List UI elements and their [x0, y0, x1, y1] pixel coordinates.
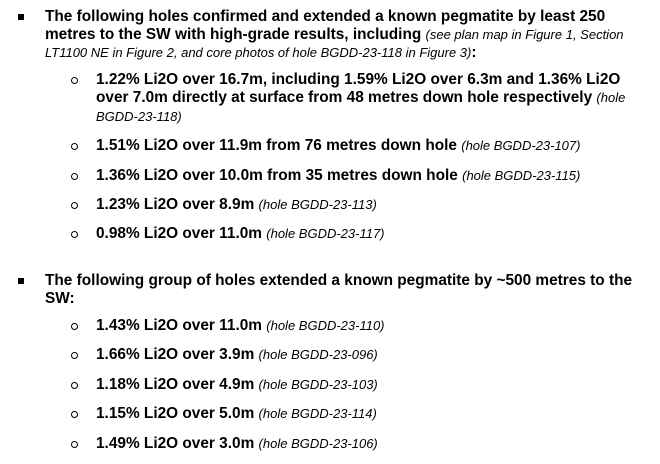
assay-result: 1.66% Li2O over 3.9m [96, 346, 255, 364]
hole-id: (hole BGDD-23-113) [258, 197, 377, 213]
result-list: 1.43% Li2O over 11.0m (hole BGDD-23-110)… [0, 317, 660, 453]
hole-id: (hole BGDD-23-107) [461, 138, 581, 154]
assay-result: 1.51% Li2O over 11.9m from 76 metres dow… [96, 137, 457, 155]
bullet-heading: The following holes confirmed and extend… [45, 8, 646, 62]
assay-result: 0.98% Li2O over 11.0m [96, 225, 262, 243]
bullet-colon: : [471, 44, 477, 61]
circle-bullet-icon [71, 323, 78, 330]
list-item: 1.36% Li2O over 10.0m from 35 metres dow… [0, 167, 660, 185]
square-bullet-icon [18, 14, 24, 20]
hole-id: (hole BGDD-23-118) [96, 90, 626, 124]
drill-results-section-sw-500m: The following group of holes extended a … [0, 272, 660, 464]
list-item: 1.18% Li2O over 4.9m (hole BGDD-23-103) [0, 376, 660, 394]
bullet-point: The following holes confirmed and extend… [0, 8, 660, 62]
hole-id: (hole BGDD-23-103) [258, 376, 378, 392]
square-bullet-icon [18, 278, 24, 284]
hole-id: (hole BGDD-23-096) [258, 347, 378, 363]
list-item: 1.49% Li2O over 3.0m (hole BGDD-23-106) [0, 435, 660, 453]
list-item: 1.43% Li2O over 11.0m (hole BGDD-23-110) [0, 317, 660, 335]
hole-id: (hole BGDD-23-115) [462, 167, 581, 183]
assay-result: 1.36% Li2O over 10.0m from 35 metres dow… [96, 166, 458, 184]
bullet-lead-text: The following holes confirmed and extend… [45, 8, 606, 43]
circle-bullet-icon [71, 143, 78, 151]
circle-bullet-icon [71, 202, 78, 210]
list-item: 1.23% Li2O over 8.9m (hole BGDD-23-113) [0, 196, 660, 214]
hole-id: (hole BGDD-23-117) [266, 226, 385, 242]
assay-result: 1.49% Li2O over 3.0m [96, 434, 255, 452]
list-item: 1.66% Li2O over 3.9m (hole BGDD-23-096) [0, 346, 660, 364]
assay-result: 1.43% Li2O over 11.0m [96, 317, 262, 334]
hole-id: (hole BGDD-23-106) [258, 435, 378, 451]
assay-result: 1.15% Li2O over 5.0m [96, 405, 255, 423]
assay-result: 1.22% Li2O over 16.7m, including 1.59% L… [96, 71, 621, 107]
circle-bullet-icon [71, 352, 78, 360]
list-item: 1.22% Li2O over 16.7m, including 1.59% L… [0, 71, 660, 126]
circle-bullet-icon [71, 172, 78, 180]
hole-id: (hole BGDD-23-110) [266, 318, 385, 333]
list-item: 0.98% Li2O over 11.0m (hole BGDD-23-117) [0, 225, 660, 243]
figure-reference-note: (see plan map in Figure 1, Section LT110… [45, 27, 624, 60]
circle-bullet-icon [71, 440, 78, 448]
bullet-heading: The following group of holes extended a … [45, 272, 633, 307]
circle-bullet-icon [71, 381, 78, 389]
list-item: 1.15% Li2O over 5.0m (hole BGDD-23-114) [0, 405, 660, 423]
hole-id: (hole BGDD-23-114) [258, 406, 377, 422]
circle-bullet-icon [71, 231, 78, 239]
list-item: 1.51% Li2O over 11.9m from 76 metres dow… [0, 137, 660, 155]
result-list: 1.22% Li2O over 16.7m, including 1.59% L… [0, 71, 660, 244]
assay-result: 1.23% Li2O over 8.9m [96, 196, 255, 214]
circle-bullet-icon [71, 77, 78, 84]
assay-result: 1.18% Li2O over 4.9m [96, 375, 255, 393]
drill-results-section-sw-250m: The following holes confirmed and extend… [0, 8, 660, 255]
bullet-point: The following group of holes extended a … [0, 272, 660, 308]
circle-bullet-icon [71, 411, 78, 419]
